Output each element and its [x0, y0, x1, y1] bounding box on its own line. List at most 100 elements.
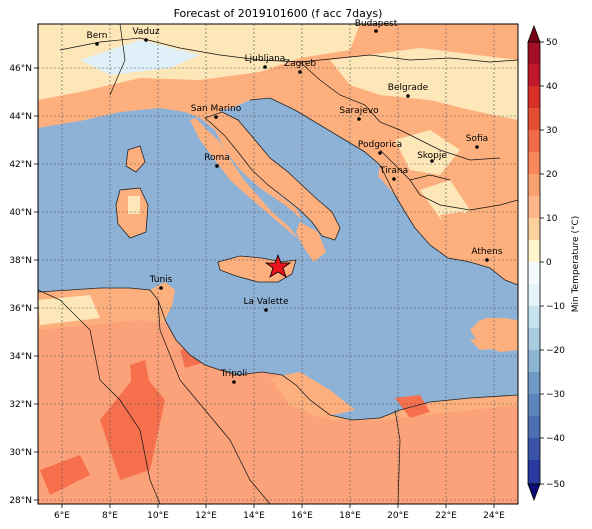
- colorbar: 50 40 30 20 10 0 −10 −20 −30 −40 −50 Min…: [527, 24, 581, 502]
- city-label-san-marino: San Marino: [191, 104, 242, 114]
- city-label-podgorica: Podgorica: [358, 140, 402, 150]
- city-dot-budapest: [374, 29, 378, 33]
- colorbar-band: [528, 218, 540, 240]
- colorbar-band: [528, 394, 540, 416]
- x-tick-label: 20°E: [387, 511, 409, 521]
- y-tick-label: 42°N: [9, 160, 32, 170]
- y-tick-label: 34°N: [9, 352, 32, 362]
- colorbar-band: [528, 42, 540, 64]
- colorbar-label: Min Temperature (°C): [571, 216, 581, 313]
- city-vaduz: Vaduz: [132, 27, 160, 42]
- alps-mild-zone: [38, 24, 360, 100]
- colorbar-band: [528, 196, 540, 218]
- city-label-la-valette: La Valette: [244, 297, 289, 307]
- x-axis: 6°E 8°E 10°E 12°E 14°E 16°E 18°E 20°E 22…: [54, 504, 505, 521]
- colorbar-tick-label: 10: [546, 214, 558, 224]
- city-budapest: Budapest: [355, 19, 398, 33]
- colorbar-top-arrow: [527, 24, 541, 43]
- colorbar-band: [528, 284, 540, 306]
- aegean-island: [484, 318, 518, 328]
- city-label-sofia: Sofia: [466, 134, 488, 144]
- x-tick-label: 18°E: [339, 511, 361, 521]
- city-podgorica: Podgorica: [358, 140, 402, 155]
- colorbar-tick-label: 20: [546, 170, 558, 180]
- x-tick-label: 10°E: [147, 511, 169, 521]
- city-dot-ljubljana: [263, 65, 267, 69]
- colorbar-band: [528, 174, 540, 196]
- city-skopje: Skopje: [417, 151, 447, 163]
- colorbar-band: [528, 306, 540, 328]
- corsica-land: [126, 146, 145, 172]
- colorbar-tick-label: −30: [546, 390, 565, 400]
- colorbar-tick-label: −40: [546, 434, 565, 444]
- y-tick-label: 40°N: [9, 208, 32, 218]
- colorbar-tick-label: 40: [546, 82, 558, 92]
- city-label-belgrade: Belgrade: [388, 83, 429, 93]
- city-san-marino: San Marino: [191, 104, 242, 119]
- colorbar-tick-label: 50: [546, 38, 558, 48]
- x-tick-label: 22°E: [435, 511, 457, 521]
- colorbar-band: [528, 350, 540, 372]
- city-dot-belgrade: [406, 94, 410, 98]
- city-belgrade: Belgrade: [388, 83, 429, 98]
- colorbar-bottom-arrow: [527, 483, 541, 502]
- x-tick-label: 12°E: [195, 511, 217, 521]
- city-sarajevo: Sarajevo: [339, 106, 379, 121]
- city-roma: Roma: [204, 153, 230, 168]
- city-label-skopje: Skopje: [417, 151, 447, 161]
- coastlines: [38, 97, 518, 421]
- city-label-roma: Roma: [204, 153, 230, 163]
- y-tick-label: 36°N: [9, 304, 32, 314]
- red-star-icon: [264, 253, 292, 278]
- colorbar-tick-label: −10: [546, 302, 565, 312]
- city-label-zagreb: Zagreb: [284, 59, 316, 69]
- algeria-mild-zone: [38, 295, 100, 325]
- hot-zone-4: [130, 360, 150, 390]
- city-dot-la-valette: [264, 308, 268, 312]
- city-la-valette: La Valette: [244, 297, 289, 312]
- city-ljubljana: Ljubljana: [245, 54, 286, 69]
- city-label-tunis: Tunis: [149, 275, 173, 285]
- y-tick-label: 30°N: [9, 448, 32, 458]
- colorbar-band: [528, 108, 540, 130]
- map-frame: [37, 23, 519, 505]
- y-tick-label: 38°N: [9, 256, 32, 266]
- hot-zone-1: [100, 370, 165, 480]
- city-label-ljubljana: Ljubljana: [245, 54, 286, 64]
- city-dot-bern: [95, 42, 99, 46]
- city-dot-tirana: [392, 177, 396, 181]
- y-tick-label: 46°N: [9, 64, 32, 74]
- y-tick-label: 32°N: [9, 400, 32, 410]
- city-label-sarajevo: Sarajevo: [339, 106, 379, 116]
- y-tick-label: 44°N: [9, 112, 32, 122]
- balkans-mild-zone: [330, 48, 518, 120]
- colorbar-band: [528, 152, 540, 174]
- city-dot-tunis: [159, 286, 163, 290]
- city-label-tripoli: Tripoli: [220, 369, 248, 379]
- city-dot-podgorica: [378, 151, 382, 155]
- city-dot-tripoli: [232, 380, 236, 384]
- colorbar-band: [528, 438, 540, 460]
- x-tick-label: 16°E: [291, 511, 313, 521]
- colorbar-tick-label: −50: [546, 480, 565, 490]
- crete-land: [470, 335, 508, 350]
- city-tunis: Tunis: [149, 275, 173, 290]
- colorbar-band: [528, 416, 540, 438]
- italy-land: [205, 112, 340, 240]
- city-label-budapest: Budapest: [355, 19, 398, 29]
- sardinia-mild-zone: [128, 196, 140, 214]
- y-tick-label: 28°N: [9, 496, 32, 506]
- hot-zone-2: [40, 455, 90, 495]
- calabria-land: [296, 222, 326, 262]
- city-athens: Athens: [471, 247, 503, 262]
- x-tick-label: 8°E: [102, 511, 118, 521]
- colorbar-band: [528, 262, 540, 284]
- adriatic-sea: [232, 98, 380, 178]
- colorbar-tick-label: 30: [546, 126, 558, 136]
- city-dot-athens: [485, 258, 489, 262]
- city-label-athens: Athens: [471, 247, 502, 257]
- colorbar-tick-label: 0: [546, 258, 552, 268]
- city-zagreb: Zagreb: [284, 59, 316, 74]
